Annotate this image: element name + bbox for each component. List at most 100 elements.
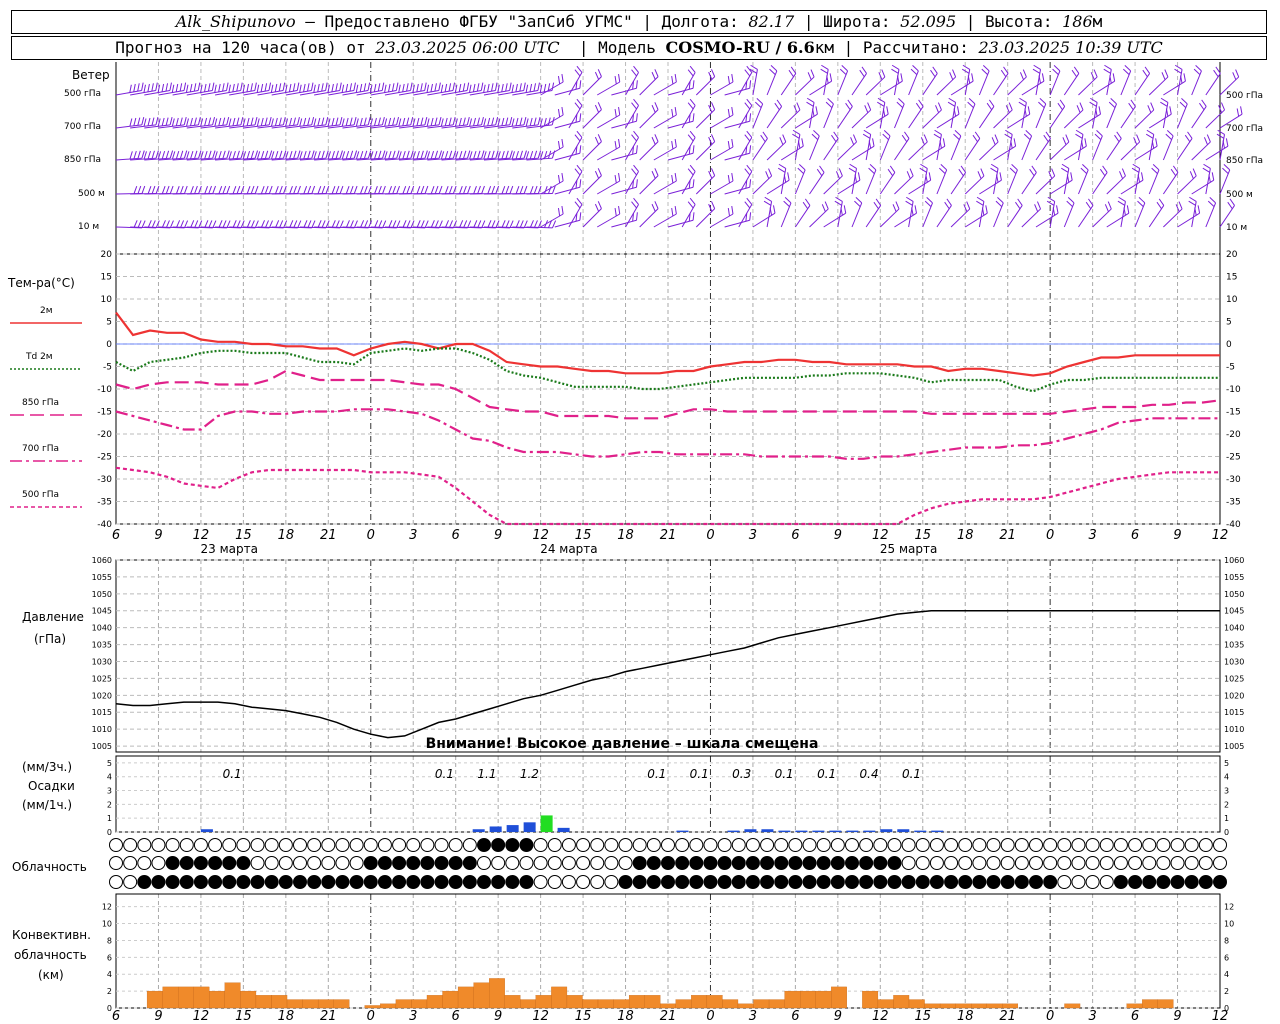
wind-barb-flag (384, 151, 388, 160)
wind-barb-flag (768, 168, 773, 177)
wind-barb-flag (1211, 172, 1215, 181)
wind-barb-flag (236, 150, 240, 159)
wind-barb-flag (1172, 165, 1179, 173)
date-label: 25 марта (880, 542, 937, 556)
wind-barb-shaft (823, 103, 834, 129)
wind-barb-shaft (1163, 80, 1186, 96)
wind-barb-flag (576, 98, 583, 106)
wind-barb-flag (363, 185, 368, 194)
wind-barb-flag (256, 84, 260, 93)
wind-barb-shaft (427, 157, 454, 161)
wind-barb-shaft (823, 69, 829, 96)
wind-barb-flag (1027, 106, 1031, 115)
wind-barb-flag (811, 133, 819, 140)
wind-barb-flag (345, 117, 349, 126)
cloud-cover-symbol (1142, 856, 1157, 870)
wind-barb-flag (438, 82, 441, 91)
wind-barb-shaft (795, 76, 815, 96)
wind-barb-flag (674, 173, 677, 182)
wind-barb-flag (1199, 102, 1205, 111)
wind-barb-flag (594, 136, 600, 145)
wind-barb-flag (250, 150, 255, 159)
wind-barb-flag (930, 69, 936, 78)
wind-barb-shaft (667, 87, 694, 96)
wind-barb-flag (533, 150, 538, 159)
wind-barb-flag (749, 145, 752, 154)
wind-barb-flag (631, 134, 637, 142)
wind-barb-flag (547, 185, 552, 194)
wind-barb-flag (406, 185, 411, 194)
wind-barb-shaft (964, 103, 976, 129)
cloud-cover-symbol (505, 838, 520, 852)
wind-barb-flag (274, 117, 278, 126)
wind-barb-shaft (214, 89, 241, 96)
wind-barb-flag (250, 83, 253, 92)
precip-bar (472, 829, 485, 832)
cloud-cover-symbol (661, 856, 675, 870)
cloud-cover-symbol (349, 875, 364, 889)
wind-barb-flag (1057, 102, 1063, 111)
wind-barb-flag (426, 151, 431, 160)
calc-label: | Рассчитано: (843, 38, 969, 57)
wind-barb-flag (353, 150, 358, 159)
conv-bar (691, 995, 708, 1009)
wind-barb-flag (962, 64, 971, 70)
wind-barb-flag (843, 205, 847, 214)
wind-barb-shaft (738, 171, 753, 195)
cloud-cover-symbol (986, 875, 1001, 889)
wind-barb-flag (579, 113, 582, 122)
cloud-cover-symbol (1014, 838, 1029, 852)
wind-barb-flag (1175, 204, 1180, 212)
wind-barb-flag (576, 65, 583, 73)
conv-ytick-left: 8 (107, 936, 112, 945)
precip-bar (812, 830, 825, 832)
wind-barb-flag (1131, 167, 1140, 173)
wind-barb-flag (515, 220, 520, 228)
cloud-cover-symbol (392, 875, 407, 889)
wind-barb-flag (129, 151, 133, 160)
wind-barb-flag (985, 205, 988, 214)
cloud-cover-symbol (1213, 838, 1227, 852)
cloud-cover-symbol (208, 856, 223, 870)
pres-ytick-left: 1060 (92, 556, 112, 565)
wind-barb-flag (481, 185, 485, 194)
wind-barb-flag (208, 220, 213, 228)
wind-barb-flag (688, 213, 691, 222)
wind-barb-flag (744, 134, 751, 142)
wind-barb-flag (798, 164, 806, 171)
cloud-cover-symbol (533, 875, 548, 889)
cloud-cover-symbol (661, 875, 675, 889)
wind-barb-flag (982, 65, 990, 72)
wind-barb-flag (296, 82, 300, 91)
cloud-cover-symbol (1170, 838, 1185, 852)
cloud-cover-symbol (774, 856, 789, 870)
wind-barb-shaft (370, 124, 397, 129)
wind-barb-flag (367, 185, 372, 194)
wind-barb-flag (463, 220, 468, 228)
wind-barb-flag (228, 118, 232, 127)
wind-barb-flag (1140, 172, 1144, 181)
wind-barb-flag (240, 220, 245, 229)
wind-barb-shaft (794, 134, 801, 161)
wind-barb-shaft (1148, 134, 1155, 161)
wind-barb-flag (551, 82, 555, 91)
pres-ytick-left: 1050 (92, 590, 112, 599)
wind-barb-flag (774, 102, 780, 111)
wind-barb-flag (651, 136, 656, 145)
wind-barb-flag (529, 150, 534, 159)
wind-barb-shaft (625, 105, 639, 129)
wind-barb-flag (175, 117, 179, 126)
cloud-cover-symbol (420, 838, 435, 852)
wind-barb-flag (448, 220, 453, 228)
wind-barb-flag (793, 105, 798, 113)
wind-barb-flag (1189, 196, 1197, 202)
wind-barb-flag (938, 167, 946, 174)
wind-barb-flag (883, 130, 891, 137)
precip-bar (489, 826, 502, 832)
wind-barb-flag (848, 167, 857, 173)
cloud-cover-symbol (293, 838, 307, 852)
cloud-cover-symbol (1071, 875, 1086, 889)
wind-barb-shaft (455, 124, 482, 129)
wind-barb-flag (367, 116, 371, 125)
wind-barb-flag (133, 83, 136, 92)
